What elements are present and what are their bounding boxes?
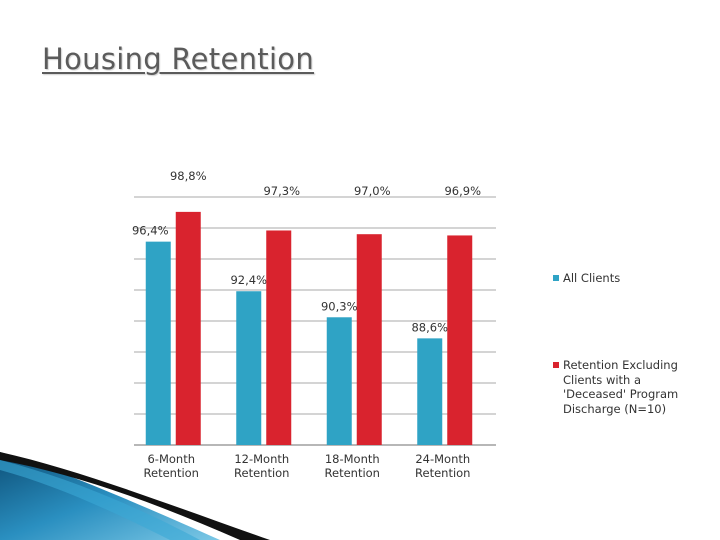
- category-label-3-line-2: Retention: [325, 466, 380, 480]
- data-label-series1-4: 88,6%: [411, 320, 448, 334]
- bar-series1-1: [145, 241, 171, 445]
- slide-title: Housing Retention: [42, 42, 315, 76]
- data-label-series2-2: 97,3%: [263, 184, 300, 198]
- legend-label-all-clients: All Clients: [563, 271, 621, 285]
- data-label-series1-1: 96,4%: [132, 224, 169, 238]
- data-label-series1-2: 92,4%: [230, 273, 267, 287]
- bar-series2-2: [266, 230, 292, 445]
- category-label-4-line-2: Retention: [415, 466, 470, 480]
- legend-swatch-excluding-deceased: [553, 362, 559, 368]
- bar-series1-3: [326, 317, 352, 445]
- bar-series1-2: [236, 291, 262, 445]
- category-label-1-line-1: 6-Month: [147, 452, 195, 466]
- bar-series1-4: [417, 338, 443, 445]
- category-label-3-line-1: 18-Month: [325, 452, 380, 466]
- category-label-2-line-2: Retention: [234, 466, 289, 480]
- category-label-2-line-1: 12-Month: [234, 452, 289, 466]
- category-label-1-line-2: Retention: [144, 466, 199, 480]
- bar-series2-3: [356, 234, 382, 445]
- legend-label-excluding-deceased: Retention Excluding Clients with a 'Dece…: [563, 358, 679, 416]
- data-label-series1-3: 90,3%: [321, 299, 358, 313]
- legend-swatch-all-clients: [553, 275, 559, 281]
- bar-series2-1: [175, 211, 201, 445]
- data-label-series2-4: 96,9%: [444, 184, 481, 198]
- category-label-4-line-1: 24-Month: [415, 452, 470, 466]
- bar-series2-4: [447, 235, 473, 445]
- data-label-series2-1: 98,8%: [170, 169, 207, 183]
- data-label-series2-3: 97,0%: [354, 184, 391, 198]
